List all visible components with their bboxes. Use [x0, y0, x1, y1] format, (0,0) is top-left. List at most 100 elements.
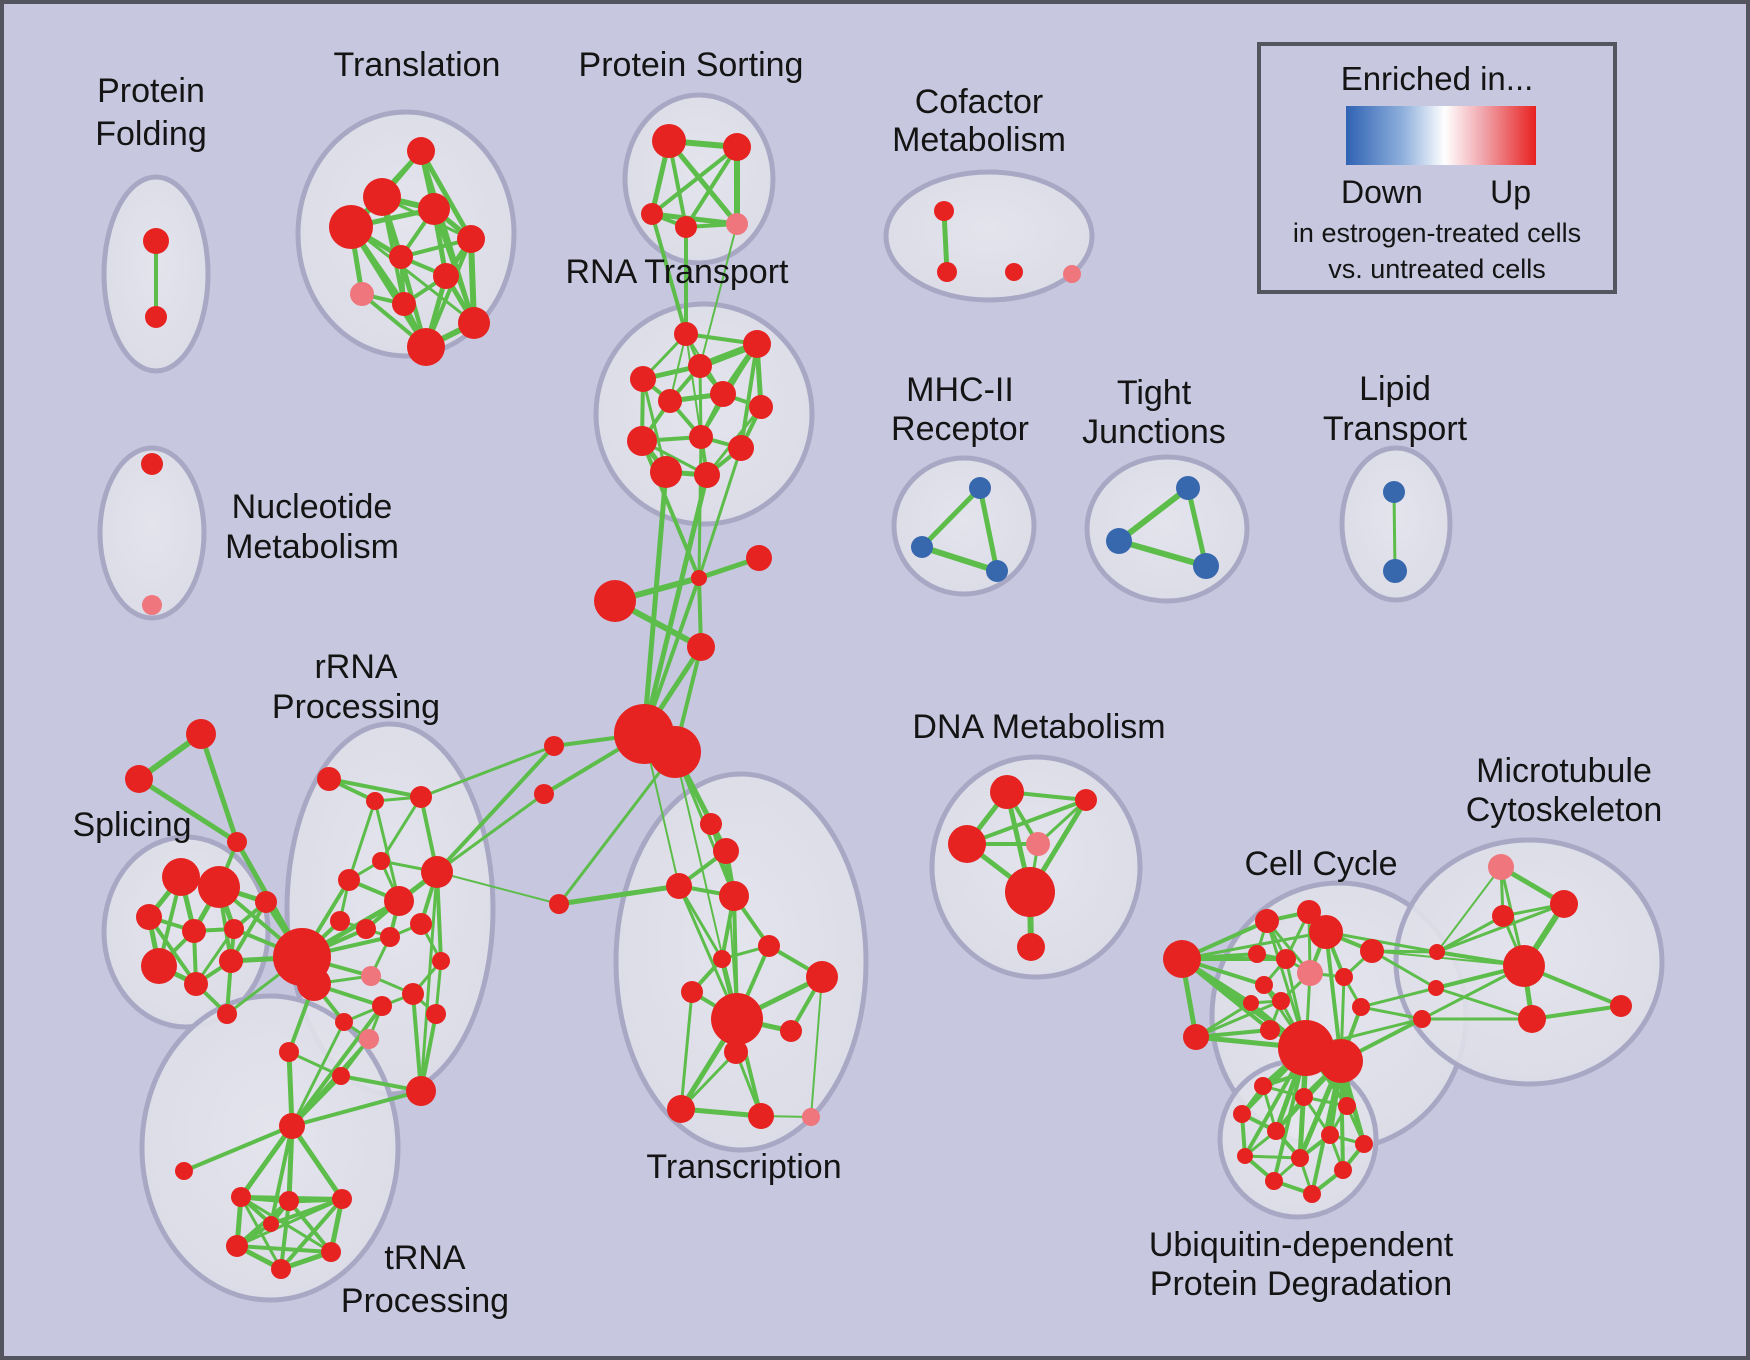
node-ps4 [675, 216, 697, 238]
edge-u2-u9 [1298, 1095, 1306, 1160]
node-s3 [227, 832, 247, 852]
cluster-label-cofactor-metabolism-line2: Metabolism [892, 121, 1066, 159]
node-tx7 [713, 950, 731, 968]
node-rt6 [658, 389, 682, 413]
node-sl1 [544, 736, 564, 756]
edge-ps5-rt3 [699, 223, 738, 367]
node-tx1 [700, 813, 722, 835]
legend-title: Enriched in... [1340, 60, 1534, 97]
edge-s1-s3 [198, 731, 240, 845]
node-rt8 [689, 425, 713, 449]
node-t3 [418, 193, 450, 225]
node-cn4 [687, 633, 715, 661]
node-rt12 [694, 462, 720, 488]
edge-tx9-tx12 [679, 990, 694, 1111]
node-u1 [1254, 1077, 1272, 1095]
edge-mt3-mt4 [1530, 1004, 1623, 1021]
edge-tn3-tn7 [279, 1199, 291, 1271]
node-rr13 [361, 966, 381, 986]
node-cn2 [594, 580, 636, 622]
node-t8 [350, 282, 374, 306]
edge-tj1-tj3 [1185, 485, 1209, 569]
cluster-label-tight-junctions-line1: Tight [1117, 374, 1192, 412]
node-cc10 [1260, 1020, 1280, 1040]
cluster-label-splicing-line1: Splicing [72, 806, 191, 844]
edge-rt1-rt8 [685, 333, 702, 438]
node-cc7 [1255, 976, 1273, 994]
node-cn3 [746, 545, 772, 571]
edge-ps1-ps5 [666, 138, 740, 227]
node-u4 [1233, 1105, 1251, 1123]
node-pf2 [145, 306, 167, 328]
legend-gradient [1346, 106, 1536, 165]
edge-ps2-ps3 [650, 145, 739, 216]
node-u5 [1267, 1122, 1285, 1140]
edge-rt11-h1 [641, 469, 669, 737]
edge-tn5-tn6 [235, 1244, 333, 1254]
node-tx13 [748, 1103, 774, 1129]
node-d3 [948, 825, 986, 863]
edge-ps3-rt1 [650, 212, 688, 336]
edge-rt10-cn1 [697, 446, 743, 580]
node-pf1 [143, 228, 169, 254]
node-ps3 [641, 203, 663, 225]
edge-mh1-mh3 [977, 485, 1000, 574]
node-t7 [433, 263, 459, 289]
edge-rr3-sl1 [419, 744, 556, 799]
node-tn5 [226, 1235, 248, 1257]
cluster-label-nucleotide-metabolism-line2: Metabolism [225, 528, 399, 566]
edge-tn3-tn6 [287, 1199, 333, 1254]
edge-th-tn2 [238, 1123, 295, 1200]
node-rrD [332, 1067, 350, 1085]
edge-tj2-tj3 [1116, 538, 1209, 569]
node-sp3 [136, 904, 162, 930]
edge-th-tn1 [182, 1124, 294, 1173]
edge-tx5-h2 [557, 750, 677, 906]
edge-rr6-rrB [419, 870, 439, 1093]
node-cc5 [1248, 945, 1266, 963]
edge-th-rr18 [290, 1037, 371, 1128]
node-u3 [1338, 1097, 1356, 1115]
cluster-ellipse-lipid-transport [1339, 445, 1453, 603]
edge-rt12-h1 [641, 472, 710, 737]
node-rrC [279, 1042, 299, 1062]
node-mt3 [1518, 1005, 1546, 1033]
node-sp6 [255, 891, 277, 913]
node-rt7 [749, 395, 773, 419]
cluster-label-transcription-line1: Transcription [646, 1148, 841, 1186]
edge-u8-u9 [1243, 1154, 1302, 1160]
node-ccL [1163, 940, 1201, 978]
edge-cc4-bs2 [1370, 949, 1438, 990]
node-t10 [458, 307, 490, 339]
node-nm2 [142, 595, 162, 615]
cluster-label-lipid-transport-line1: Lipid [1359, 370, 1431, 408]
node-rt3 [688, 354, 712, 378]
edge-th-tn4 [289, 1123, 345, 1202]
node-rt11 [650, 456, 682, 488]
node-rt2 [743, 330, 771, 358]
legend-up-label: Up [1490, 174, 1531, 210]
node-rr10 [410, 913, 432, 935]
edge-ps3-ps5 [649, 211, 740, 227]
edge-t4-t10 [349, 225, 476, 325]
cluster-label-rrna-processing-line1: rRNA [314, 648, 397, 686]
node-cf4 [1063, 265, 1081, 283]
edge-tn4-tn5 [235, 1197, 344, 1248]
edge-sl1-rr6 [435, 744, 556, 874]
node-rr18 [359, 1029, 379, 1049]
edge-tn2-tn6 [239, 1195, 333, 1254]
node-rr5 [338, 869, 360, 891]
node-rr16 [426, 1004, 446, 1024]
node-txh [711, 993, 763, 1045]
cluster-label-rna-transport-line1: RNA Transport [566, 253, 790, 291]
cluster-label-ubiquitin-degradation-line1: Ubiquitin-dependent [1149, 1226, 1454, 1264]
cluster-labels-layer: Protein Folding Translation Protein Sorting… [72, 46, 1662, 1320]
node-rt1 [674, 322, 698, 346]
node-th [279, 1113, 305, 1139]
node-cc6 [1276, 949, 1296, 969]
node-cc3 [1309, 915, 1343, 949]
node-rr4 [372, 852, 390, 870]
node-tn4 [332, 1189, 352, 1209]
node-d4 [1026, 832, 1050, 856]
node-rr17 [335, 1013, 353, 1031]
